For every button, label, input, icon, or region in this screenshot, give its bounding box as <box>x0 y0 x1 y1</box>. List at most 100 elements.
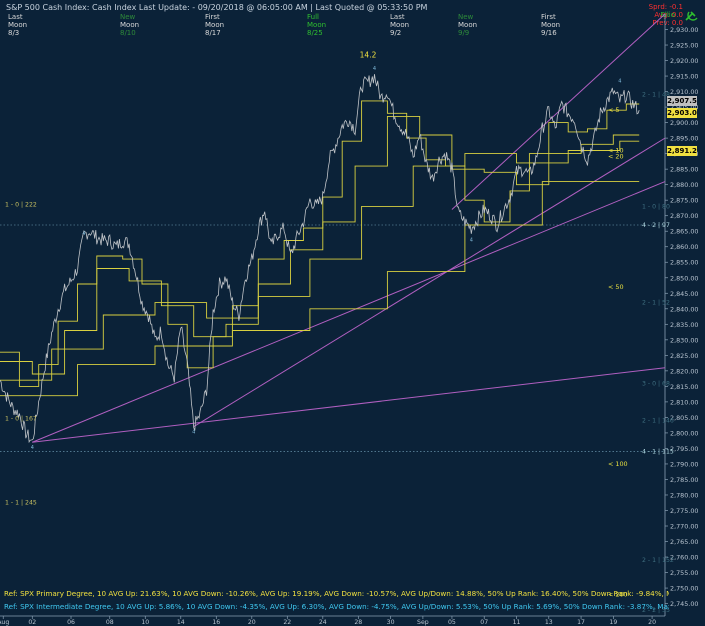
last-price-tag: 2,903.0 <box>667 108 697 119</box>
moon-date: 9/2 <box>390 29 402 37</box>
moon-phase: First <box>205 13 220 21</box>
x-tick-label: 20 <box>248 619 256 626</box>
moon-phase-cell: First Moon 9/16 <box>541 13 560 37</box>
moon-phase: First <box>541 13 556 21</box>
wave-degree-label-left: 1 - 1 | 245 <box>5 499 37 506</box>
moving-average-line <box>0 115 640 375</box>
y-tick-label: 2,775.00 <box>670 507 698 515</box>
spread-stat: Avg: 0.0 <box>654 11 683 19</box>
moon-date: 9/9 <box>458 29 470 37</box>
y-tick-label: 2,910.00 <box>670 88 698 96</box>
moon-phase-cell: Full Moon 8/25 <box>307 13 326 37</box>
moon-date: 8/3 <box>8 29 20 37</box>
y-tick-label: 2,875.00 <box>670 197 698 205</box>
y-tick-label: 2,815.00 <box>670 383 698 391</box>
moon-label: Moon <box>458 21 478 29</box>
x-tick-label: Sep <box>417 619 429 626</box>
wave-degree-label-left: 1 - 0 | 222 <box>5 201 37 208</box>
x-tick-label: 05 <box>448 619 456 626</box>
moon-date: 9/16 <box>541 29 557 37</box>
y-tick-label: 2,785.00 <box>670 476 698 484</box>
moon-phase: Full <box>307 13 319 21</box>
moon-phase: New <box>120 13 136 21</box>
y-tick-label: 2,880.00 <box>670 181 698 189</box>
x-tick-label: 16 <box>212 619 220 626</box>
x-tick-label: 20 <box>648 619 656 626</box>
moon-label: Moon <box>541 21 561 29</box>
y-tick-label: 2,745.00 <box>670 600 698 608</box>
spread-stat: Sprd: -0.1 <box>648 3 683 11</box>
wave-degree-label-right: 2 - 1 | 152 <box>642 557 674 564</box>
y-tick-label: 2,830.00 <box>670 336 698 344</box>
y-tick-label: 2,780.00 <box>670 491 698 499</box>
moon-date: 8/10 <box>120 29 136 37</box>
moon-date: 8/25 <box>307 29 323 37</box>
y-tick-label: 2,765.00 <box>670 538 698 546</box>
wave-degree-label-right: 3 - 0 | 68 <box>642 380 670 387</box>
y-tick-label: 2,925.00 <box>670 42 698 50</box>
moving-average-label: < 200 <box>608 590 628 598</box>
wave-degree-label-right: 2 - 2 | 55 <box>642 607 670 614</box>
x-tick-label: 10 <box>141 619 149 626</box>
moving-average-label: < 5 <box>608 106 619 114</box>
wave-degree-label-right: 2 - 1 | 52 <box>642 300 670 307</box>
wave-pivot-label: 4 <box>470 237 473 243</box>
x-tick-label: 07 <box>480 619 488 626</box>
y-tick-label: 2,755.00 <box>670 569 698 577</box>
x-tick-label: 28 <box>354 619 362 626</box>
hammer-sickle-icon[interactable] <box>683 8 701 22</box>
spread-stat: Prev: 0.0 <box>652 19 683 27</box>
moon-phase: New <box>458 13 474 21</box>
elliott-overlay-label: Ellio <box>660 11 675 19</box>
y-tick-label: 2,870.00 <box>670 212 698 220</box>
x-tick-label: 30 <box>387 619 395 626</box>
x-tick-label: Aug <box>0 619 9 626</box>
moon-label: Moon <box>205 21 225 29</box>
x-tick-label: 13 <box>545 619 553 626</box>
y-tick-label: 2,770.00 <box>670 523 698 531</box>
intermediate-degree-note: Ref: SPX Intermediate Degree, 10 AVG Up:… <box>4 602 669 611</box>
x-tick-label: 14 <box>177 619 185 626</box>
last-price-tag: 2,891.2 <box>667 145 697 156</box>
x-tick-label: 11 <box>513 619 521 626</box>
y-tick-label: 2,820.00 <box>670 367 698 375</box>
moon-phase-cell: First Moon 8/17 <box>205 13 224 37</box>
wave-degree-label-right: 4 - 1 | 115 <box>642 449 674 456</box>
moon-label: Moon <box>8 21 28 29</box>
wave-pivot-label: 4 <box>618 78 621 84</box>
price-series <box>0 74 640 444</box>
wave-pivot-label: 4 <box>373 66 376 72</box>
chart-title: S&P 500 Cash Index: Cash Index Last Upda… <box>6 3 428 12</box>
y-tick-label: 2,840.00 <box>670 305 698 313</box>
wave-pivot-label: 4 <box>31 445 34 451</box>
moon-label: Moon <box>120 21 140 29</box>
y-tick-label: 2,885.00 <box>670 166 698 174</box>
moon-phase: Last <box>390 13 405 21</box>
y-tick-label: 2,850.00 <box>670 274 698 282</box>
moving-average-line <box>0 181 640 397</box>
moon-phase-cell: New Moon 9/9 <box>458 13 477 37</box>
trendline <box>32 367 666 443</box>
y-tick-label: 2,865.00 <box>670 228 698 236</box>
y-tick-label: 2,845.00 <box>670 290 698 298</box>
y-tick-label: 2,835.00 <box>670 321 698 329</box>
wave-degree-label-right: 2 - 1 | 146 <box>642 418 674 425</box>
y-tick-label: 2,825.00 <box>670 352 698 360</box>
x-tick-label: 24 <box>319 619 327 626</box>
wave-degree-label-right: 1 - 0 | 80 <box>642 203 670 210</box>
wave-pivot-label: 4 <box>82 231 85 237</box>
moving-average-line <box>0 140 640 381</box>
moon-label: Moon <box>390 21 410 29</box>
peak-label: 14.2 <box>360 50 377 59</box>
moon-phase-cell: Last Moon 9/2 <box>390 13 409 37</box>
moon-label: Moon <box>307 21 327 29</box>
moving-average-label: < 20 <box>608 153 624 161</box>
x-tick-label: 06 <box>67 619 75 626</box>
wave-degree-label-left: 1 - 0 | 167 <box>5 416 37 423</box>
y-tick-label: 2,810.00 <box>670 398 698 406</box>
trendline <box>32 181 666 443</box>
moving-average-label: < 50 <box>608 283 624 291</box>
y-tick-label: 2,760.00 <box>670 554 698 562</box>
